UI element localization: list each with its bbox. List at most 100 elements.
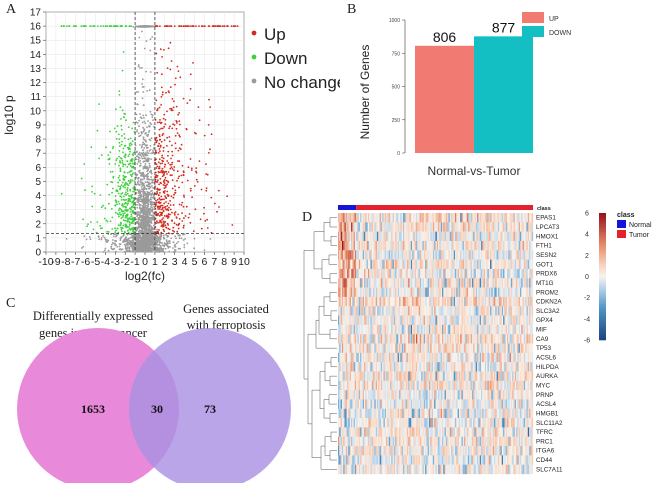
volcano-point xyxy=(128,153,131,156)
volcano-point xyxy=(141,247,144,249)
venn-left-only-count: 1653 xyxy=(81,402,105,416)
heatmap-cell xyxy=(425,222,427,232)
heatmap-cell xyxy=(523,287,526,298)
volcano-point xyxy=(159,192,161,194)
heatmap-cell xyxy=(501,278,504,288)
volcano-point xyxy=(160,212,163,215)
heatmap-cell xyxy=(457,231,460,242)
heatmap-cell xyxy=(484,213,487,223)
heatmap-cell xyxy=(344,231,346,242)
heatmap-cell xyxy=(412,250,414,260)
heatmap-cell xyxy=(505,231,508,242)
heatmap-cell xyxy=(435,306,437,316)
volcano-point xyxy=(182,239,185,241)
heatmap-cell xyxy=(367,296,370,307)
volcano-point xyxy=(176,132,179,135)
volcano-point xyxy=(117,224,120,227)
heatmap-cell xyxy=(395,296,397,307)
volcano-point xyxy=(120,213,123,216)
heatmap-cell xyxy=(432,287,435,298)
volcano-point xyxy=(117,215,120,218)
volcano-point xyxy=(152,236,155,238)
volcano-point xyxy=(178,175,181,178)
heatmap-cell xyxy=(373,222,375,232)
volcano-point xyxy=(150,249,153,252)
heatmap-cell xyxy=(436,231,439,242)
heatmap-cell xyxy=(499,231,501,242)
volcano-point xyxy=(135,239,138,242)
heatmap-cell xyxy=(434,222,436,232)
volcano-point xyxy=(206,227,209,229)
heatmap-cell xyxy=(406,240,409,251)
heatmap-cell xyxy=(373,287,375,298)
heatmap-cell xyxy=(352,222,354,232)
heatmap-cell xyxy=(397,250,400,260)
volcano-point xyxy=(137,211,140,213)
volcano-point xyxy=(179,247,182,250)
volcano-point xyxy=(121,135,123,137)
volcano-point xyxy=(158,142,161,145)
volcano-point xyxy=(167,227,170,230)
heatmap-cell xyxy=(492,268,495,279)
heatmap-cell xyxy=(495,287,497,298)
volcano-point xyxy=(136,206,139,209)
volcano-point xyxy=(166,190,169,193)
heatmap-cell xyxy=(486,296,488,307)
volcano-point xyxy=(150,204,153,207)
heatmap-cell xyxy=(343,278,345,288)
heatmap-cell xyxy=(518,259,521,270)
volcano-x-tick-label: -4 xyxy=(101,256,110,268)
heatmap-cell xyxy=(509,296,512,307)
volcano-point xyxy=(96,221,99,223)
heatmap-cell xyxy=(481,287,483,298)
volcano-point xyxy=(108,163,111,165)
heatmap-cell xyxy=(442,306,444,316)
heatmap-cell xyxy=(360,296,362,307)
volcano-point xyxy=(156,139,159,142)
volcano-point xyxy=(138,194,140,197)
volcano-point xyxy=(127,229,129,232)
volcano-point xyxy=(126,187,129,189)
heatmap-cell xyxy=(461,296,463,307)
volcano-point xyxy=(177,160,179,162)
heatmap-cell xyxy=(409,231,411,242)
heatmap-cell xyxy=(481,250,483,260)
heatmap-cell xyxy=(392,231,395,242)
volcano-point xyxy=(155,136,158,139)
heatmap-cell xyxy=(339,222,341,232)
heatmap-cell xyxy=(367,231,370,242)
heatmap-cell xyxy=(455,268,457,279)
heatmap-cell xyxy=(514,213,517,223)
heatmap-cell xyxy=(517,306,519,316)
heatmap-cell xyxy=(529,268,531,279)
heatmap-cell xyxy=(494,240,496,251)
heatmap-cell xyxy=(429,222,431,232)
volcano-point xyxy=(163,222,166,224)
heatmap-cell xyxy=(360,287,362,298)
bar-y-axis-label: Number of Genes xyxy=(358,45,372,140)
heatmap-cell xyxy=(508,222,510,232)
heatmap-cell xyxy=(465,222,467,232)
volcano-point xyxy=(118,90,121,92)
heatmap-cell xyxy=(425,296,427,307)
heatmap-cell xyxy=(383,231,385,242)
heatmap-cell xyxy=(341,278,344,288)
volcano-point xyxy=(150,243,153,245)
volcano-point xyxy=(175,242,178,245)
heatmap-cell xyxy=(422,240,424,251)
heatmap-cell xyxy=(491,278,493,288)
bar-down xyxy=(474,36,533,153)
volcano-point xyxy=(116,212,119,215)
heatmap-cell xyxy=(525,287,527,298)
heatmap-cell xyxy=(490,287,492,298)
heatmap-cell xyxy=(509,268,512,279)
volcano-y-axis-label: log10 p xyxy=(2,95,16,135)
heatmap-cell xyxy=(517,222,519,232)
volcano-point xyxy=(179,123,181,126)
heatmap-cell xyxy=(531,222,534,232)
volcano-point xyxy=(164,190,166,192)
volcano-point xyxy=(156,165,159,168)
volcano-point xyxy=(236,25,239,27)
heatmap-cell xyxy=(377,250,379,260)
heatmap-cell xyxy=(347,250,349,260)
